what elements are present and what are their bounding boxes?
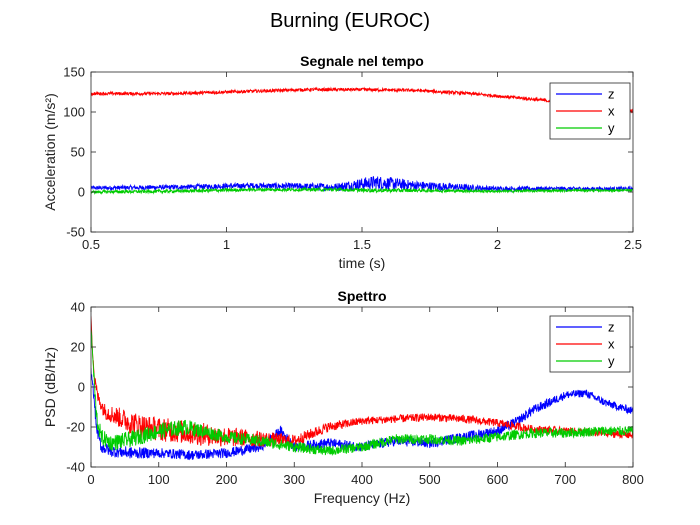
x-tick-label: 2 xyxy=(494,237,501,252)
y-tick-label: 20 xyxy=(71,340,85,355)
x-tick-label: 300 xyxy=(283,472,305,487)
x-axis-label: Frequency (Hz) xyxy=(314,490,410,506)
y-tick-label: 0 xyxy=(78,185,85,200)
legend-label-x: x xyxy=(608,104,615,119)
x-tick-label: 200 xyxy=(216,472,238,487)
plot-area xyxy=(91,72,633,232)
x-tick-label: 700 xyxy=(554,472,576,487)
y-tick-label: 50 xyxy=(71,145,85,160)
y-tick-label: -40 xyxy=(66,460,85,475)
y-tick-label: 40 xyxy=(71,300,85,315)
axes-title: Segnale nel tempo xyxy=(300,53,424,69)
x-tick-label: 500 xyxy=(419,472,441,487)
y-tick-label: 150 xyxy=(63,65,85,80)
x-tick-label: 600 xyxy=(487,472,509,487)
y-tick-label: -20 xyxy=(66,420,85,435)
series-group xyxy=(91,86,633,196)
x-tick-label: 1.5 xyxy=(353,237,371,252)
legend-label-y: y xyxy=(608,121,615,136)
x-tick-label: 1 xyxy=(223,237,230,252)
y-axis-label: PSD (dB/Hz) xyxy=(42,347,58,427)
x-axis-label: time (s) xyxy=(339,255,386,271)
x-tick-label: 0.5 xyxy=(82,237,100,252)
legend-label-z: z xyxy=(608,87,615,102)
x-tick-label: 0 xyxy=(87,472,94,487)
y-axis-label: Acceleration (m/s²) xyxy=(42,93,58,210)
x-tick-label: 400 xyxy=(351,472,373,487)
series-line-y xyxy=(91,186,633,196)
legend-label-x: x xyxy=(608,337,615,352)
y-tick-label: 100 xyxy=(63,105,85,120)
legend-label-z: z xyxy=(608,320,615,335)
series-group xyxy=(91,316,633,461)
x-tick-label: 100 xyxy=(148,472,170,487)
x-tick-label: 800 xyxy=(622,472,644,487)
y-tick-label: 0 xyxy=(78,380,85,395)
series-line-x xyxy=(91,316,633,447)
series-line-x xyxy=(91,86,633,114)
figure-title: Burning (EUROC) xyxy=(269,10,431,32)
legend-label-y: y xyxy=(608,354,615,369)
axes-title: Spettro xyxy=(338,288,387,304)
y-tick-label: -50 xyxy=(66,225,85,240)
x-tick-label: 2.5 xyxy=(624,237,642,252)
series-line-y xyxy=(91,329,633,456)
